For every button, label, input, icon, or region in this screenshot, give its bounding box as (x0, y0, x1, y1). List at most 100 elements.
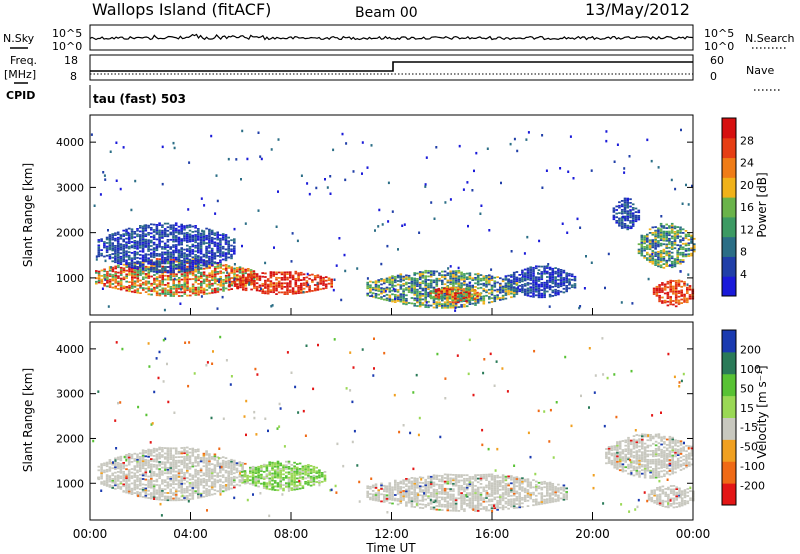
range-gate-cell (643, 255, 646, 257)
range-gate-cell (131, 272, 134, 275)
range-gate-cell (194, 281, 198, 284)
range-gate-cell (388, 494, 392, 497)
range-gate-cell (208, 230, 211, 233)
range-gate-cell (515, 280, 519, 282)
range-gate-cell (540, 292, 544, 295)
range-gate-cell (257, 476, 260, 479)
range-gate-cell (427, 271, 430, 274)
range-gate-cell (391, 497, 394, 499)
range-gate-cell (302, 282, 306, 285)
range-gate-cell (429, 275, 433, 278)
range-gate-cell (166, 251, 170, 254)
range-gate-cell (640, 240, 644, 242)
range-gate-cell (205, 479, 208, 481)
range-gate-cell (446, 295, 450, 298)
range-gate-cell (330, 285, 333, 288)
range-gate-cell (659, 253, 663, 256)
range-gate-cell (668, 243, 671, 246)
range-gate-cell (407, 492, 411, 495)
range-gate-cell (144, 491, 148, 493)
range-gate-cell (114, 239, 117, 242)
range-gate-cell (504, 297, 508, 300)
range-gate-cell (166, 449, 170, 451)
range-gate-cell (547, 263, 550, 266)
range-gate-cell (290, 483, 294, 486)
range-gate-cell (153, 281, 156, 284)
range-gate-cell (424, 286, 427, 288)
range-gate-cell (216, 459, 219, 462)
range-gate-cell (213, 289, 217, 292)
range-gate-cell (659, 266, 663, 269)
range-gate-cell (127, 476, 131, 479)
range-gate-cell (125, 237, 128, 240)
range-gate-cell (418, 278, 422, 281)
range-gate-cell (141, 250, 145, 253)
range-gate-cell (496, 276, 499, 278)
range-gate-cell (383, 291, 386, 294)
range-gate-cell (224, 259, 228, 262)
range-gate-cell (191, 447, 195, 450)
range-gate-cell (446, 305, 450, 307)
range-gate-cell (139, 477, 142, 480)
range-gate-cell (540, 274, 544, 277)
range-gate-cell (202, 456, 206, 459)
range-gate-cell (679, 251, 682, 254)
range-gate-cell (233, 274, 236, 277)
range-gate-cell (361, 141, 364, 144)
range-gate-cell (686, 286, 689, 289)
range-gate-cell (573, 279, 577, 282)
range-gate-cell (554, 283, 557, 286)
range-gate-cell (227, 461, 230, 464)
range-gate-cell (211, 291, 214, 294)
range-gate-cell (618, 217, 621, 220)
range-gate-cell (238, 271, 242, 274)
range-gate-cell (557, 282, 560, 285)
range-gate-cell (152, 496, 156, 498)
range-gate-cell (435, 306, 439, 309)
range-gate-cell (155, 466, 159, 468)
range-gate-cell (313, 284, 317, 286)
range-gate-cell (122, 255, 125, 257)
range-gate-cell (418, 481, 422, 484)
range-gate-cell (268, 482, 271, 485)
range-gate-cell (224, 460, 228, 463)
range-gate-cell (523, 288, 527, 291)
range-gate-cell (407, 478, 411, 481)
range-gate-cell (681, 248, 685, 251)
range-gate-cell (463, 273, 466, 275)
range-gate-cell (197, 262, 200, 265)
range-gate-cell (205, 466, 208, 469)
range-gate-cell (668, 227, 671, 229)
range-gate-cell (680, 285, 683, 288)
range-gate-cell (164, 293, 167, 295)
range-gate-cell (683, 299, 686, 301)
range-gate-cell (680, 291, 683, 294)
range-gate-cell (188, 233, 192, 236)
range-gate-cell (676, 260, 679, 263)
range-gate-cell (144, 267, 148, 270)
range-gate-cell (155, 253, 159, 255)
range-gate-cell (300, 271, 303, 274)
range-gate-cell (152, 458, 156, 461)
range-gate-cell (114, 480, 117, 483)
range-gate-cell (125, 250, 128, 253)
colorbar-tick: 24 (740, 157, 754, 170)
range-gate-cell (186, 450, 189, 452)
range-gate-cell (202, 275, 206, 277)
range-gate-cell (150, 252, 153, 255)
range-gate-cell (191, 236, 195, 239)
range-gate-cell (416, 495, 419, 498)
range-gate-cell (670, 226, 674, 229)
range-gate-cell (405, 478, 408, 480)
range-gate-cell (133, 291, 137, 294)
range-gate-cell (399, 486, 403, 488)
search-tick-bottom: 10^0 (704, 40, 734, 53)
range-gate-cell (424, 280, 427, 283)
range-gate-cell (559, 270, 563, 273)
range-gate-cell (111, 487, 114, 489)
range-gate-cell (227, 474, 230, 476)
range-gate-cell (177, 470, 181, 473)
range-gate-cell (655, 285, 659, 288)
range-gate-cell (665, 263, 668, 266)
range-gate-cell (535, 294, 538, 297)
